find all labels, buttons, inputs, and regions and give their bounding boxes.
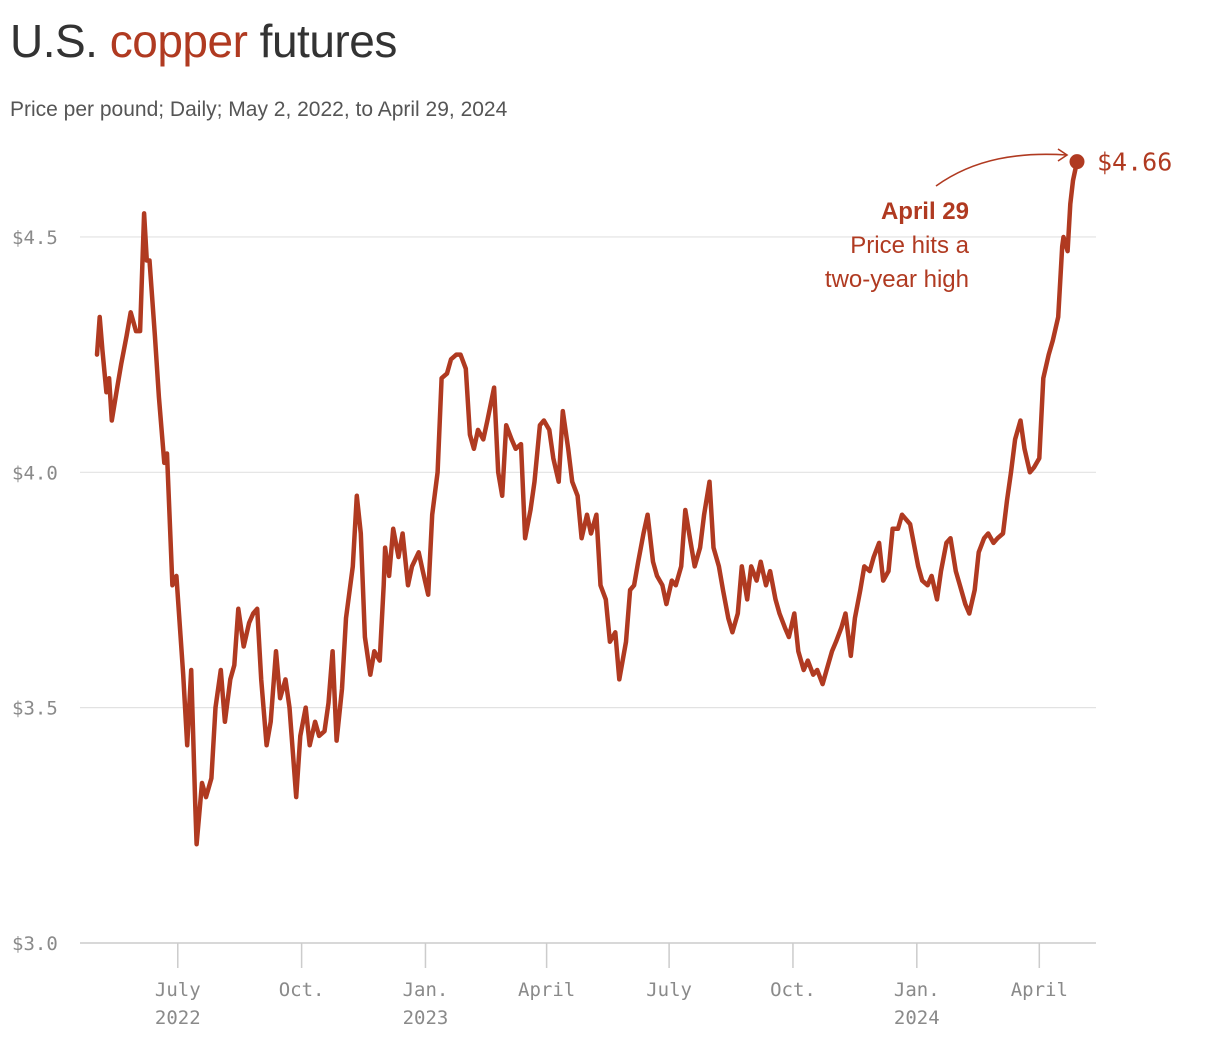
annotation-line-1: Price hits a bbox=[850, 232, 969, 259]
y-axis-ticks: $3.0 $3.5 $4.0 $4.5 bbox=[12, 227, 58, 955]
annotation-arrow bbox=[935, 153, 1068, 187]
x-tick-label: April bbox=[518, 979, 575, 1001]
x-tick-label: July bbox=[646, 979, 692, 1001]
end-value-label: $4.66 bbox=[1097, 148, 1172, 177]
annotation-date: April 29 bbox=[881, 198, 969, 225]
title-pre: U.S. bbox=[10, 15, 110, 67]
x-axis-ticks: July 2022 Oct. Jan. 2023 April July Oct. Jan. 202… bbox=[155, 943, 1068, 1029]
title-post: futures bbox=[247, 15, 398, 67]
y-tick-label: $4.5 bbox=[12, 227, 58, 249]
x-tick-label: Jan. bbox=[403, 979, 449, 1001]
x-tick-label: July bbox=[155, 979, 201, 1001]
annotation-arrow-head bbox=[1057, 148, 1069, 162]
chart-subtitle: Price per pound; Daily; May 2, 2022, to … bbox=[10, 98, 508, 121]
annotation-line-2: two-year high bbox=[825, 266, 969, 293]
gridlines bbox=[80, 236, 1096, 944]
x-tick-label: Oct. bbox=[279, 979, 325, 1001]
x-tick-year-label: 2024 bbox=[894, 1007, 940, 1029]
x-tick-label: April bbox=[1011, 979, 1068, 1001]
title-accent: copper bbox=[109, 15, 248, 67]
x-tick-year-label: 2022 bbox=[155, 1007, 201, 1029]
y-tick-label: $4.0 bbox=[12, 462, 58, 484]
x-tick-label: Jan. bbox=[894, 979, 940, 1001]
x-tick-label: Oct. bbox=[770, 979, 816, 1001]
y-tick-label: $3.0 bbox=[12, 933, 58, 955]
y-tick-label: $3.5 bbox=[12, 698, 58, 720]
x-tick-year-label: 2023 bbox=[403, 1007, 449, 1029]
chart-title: U.S. copper futures bbox=[10, 14, 397, 68]
series-line-copper-price bbox=[94, 159, 1080, 847]
end-point-marker bbox=[1069, 154, 1085, 170]
